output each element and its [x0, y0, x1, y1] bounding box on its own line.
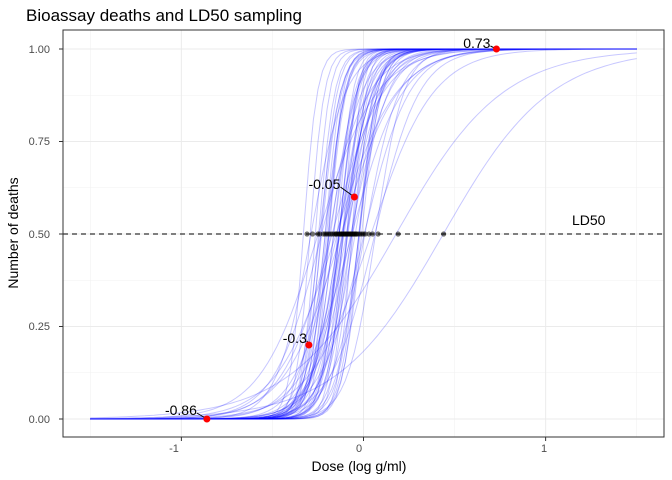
posterior-curve	[90, 48, 637, 420]
posterior-curve	[90, 48, 637, 420]
posterior-curve	[90, 48, 637, 420]
y-tick-label: 0.00	[29, 414, 50, 426]
posterior-curve	[90, 48, 637, 420]
posterior-curve	[90, 48, 637, 420]
posterior-curve	[90, 48, 637, 420]
observed-points: -0.86 -0.3 -0.05 0.73	[165, 35, 500, 423]
posterior-curve	[90, 48, 637, 420]
posterior-curve	[90, 48, 637, 420]
posterior-curve	[90, 48, 637, 420]
posterior-curve	[90, 48, 637, 420]
posterior-curve	[90, 48, 637, 420]
posterior-curve	[90, 48, 637, 420]
posterior-curve	[90, 48, 637, 420]
posterior-curve	[90, 48, 637, 420]
posterior-curve	[90, 48, 637, 420]
posterior-curve	[90, 48, 637, 420]
y-tick-label: 0.25	[29, 321, 50, 333]
observed-point	[305, 341, 313, 349]
posterior-curve	[90, 48, 637, 420]
posterior-curve	[90, 48, 637, 420]
x-tick-label: 0	[356, 443, 362, 455]
posterior-curve	[90, 48, 637, 420]
posterior-curve	[90, 58, 637, 419]
ld50-sample-point	[317, 231, 323, 237]
posterior-curve	[90, 48, 637, 420]
y-axis-ticks: 0.00 0.25 0.50 0.75 1.00	[29, 44, 50, 426]
posterior-curve	[90, 48, 637, 420]
posterior-curve	[90, 48, 637, 420]
posterior-curve	[90, 48, 637, 420]
posterior-curves	[90, 48, 637, 420]
posterior-curve	[90, 48, 637, 420]
posterior-curve	[90, 48, 637, 420]
posterior-curve	[90, 48, 637, 420]
ld50-sample-point	[366, 231, 372, 237]
posterior-curve	[90, 48, 637, 420]
posterior-curve	[90, 48, 637, 420]
ld50-sample-point	[370, 231, 376, 237]
posterior-curve	[90, 48, 637, 420]
x-axis-title: Dose (log g/ml)	[312, 458, 407, 474]
posterior-curve	[90, 48, 637, 420]
observed-point-label: -0.3	[283, 330, 307, 346]
posterior-curve	[90, 48, 637, 420]
ld50-samples	[304, 231, 447, 237]
observed-point-label: -0.05	[308, 176, 340, 192]
ld50-sample-point	[309, 231, 316, 237]
posterior-curve	[90, 48, 637, 420]
posterior-curve	[90, 52, 637, 419]
posterior-curve	[90, 48, 637, 420]
posterior-curve	[90, 48, 637, 420]
posterior-curve	[90, 48, 637, 420]
posterior-curve	[90, 48, 637, 420]
posterior-curve	[90, 48, 637, 420]
posterior-curve	[90, 48, 637, 420]
ld50-label: LD50	[572, 212, 606, 228]
observed-point	[203, 415, 211, 423]
posterior-curve	[90, 48, 637, 420]
ld50-sample-point	[362, 231, 368, 237]
posterior-curve	[90, 48, 637, 420]
ld50-sample-point	[304, 231, 310, 237]
posterior-curve	[90, 48, 637, 420]
posterior-curve	[90, 48, 637, 420]
x-axis-ticks: -1 0 1	[169, 443, 547, 455]
posterior-curve	[90, 48, 637, 420]
posterior-curve	[90, 48, 637, 420]
posterior-curve	[90, 48, 637, 420]
x-tick-label: 1	[541, 443, 547, 455]
posterior-curve	[90, 48, 637, 420]
observed-point-label: -0.86	[165, 402, 197, 418]
posterior-curve	[90, 48, 637, 420]
posterior-curve	[90, 48, 637, 420]
posterior-curve	[90, 48, 637, 420]
posterior-curve	[90, 48, 637, 420]
y-tick-label: 0.50	[29, 229, 50, 241]
observed-point	[350, 193, 358, 201]
x-tick-label: -1	[169, 443, 179, 455]
ld50-sample-point	[375, 231, 381, 237]
ld50-sample-point	[395, 231, 401, 237]
y-axis-title: Number of deaths	[5, 177, 21, 288]
posterior-curve	[90, 48, 637, 420]
posterior-curve	[90, 48, 637, 420]
observed-point	[492, 45, 500, 53]
posterior-curve	[90, 48, 637, 420]
posterior-curve	[90, 48, 637, 420]
posterior-curve	[90, 48, 637, 420]
posterior-curve	[90, 48, 637, 420]
posterior-curve	[90, 48, 637, 420]
ld50-sample-point	[441, 231, 447, 237]
y-tick-label: 1.00	[29, 44, 50, 56]
axis-tick-marks	[59, 48, 547, 441]
observed-point-label: 0.73	[463, 35, 490, 51]
y-tick-label: 0.75	[29, 136, 50, 148]
posterior-curve	[90, 48, 637, 420]
chart-title: Bioassay deaths and LD50 sampling	[26, 6, 302, 25]
